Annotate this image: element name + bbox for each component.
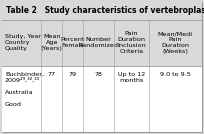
Text: 77: 77 [48, 72, 56, 77]
Text: Table 2   Study characteristics of vertebroplasty trials: Table 2 Study characteristics of vertebr… [6, 6, 204, 15]
Text: Pain
Duration
Inclusion
Criteria: Pain Duration Inclusion Criteria [117, 31, 146, 54]
Text: Buchbinder,
2009²⁹,³²,³³

Australia

Good: Buchbinder, 2009²⁹,³²,³³ Australia Good [5, 72, 44, 107]
Text: Percent
Female: Percent Female [60, 38, 85, 49]
Text: Study, Year
Country
Quality: Study, Year Country Quality [5, 34, 41, 51]
Text: 79: 79 [69, 72, 77, 77]
Text: 78: 78 [95, 72, 102, 77]
Bar [2, 66, 202, 132]
Text: Mean/Medi
Pain
Duration
(Weeks): Mean/Medi Pain Duration (Weeks) [158, 31, 193, 54]
Text: 9.0 to 9.5: 9.0 to 9.5 [160, 72, 191, 77]
Text: Up to 12
months: Up to 12 months [118, 72, 145, 83]
Text: Mean
Age
(Years): Mean Age (Years) [41, 34, 63, 51]
Bar [2, 20, 202, 66]
Bar [2, 2, 202, 20]
Text: Number
Randomized: Number Randomized [79, 38, 119, 49]
